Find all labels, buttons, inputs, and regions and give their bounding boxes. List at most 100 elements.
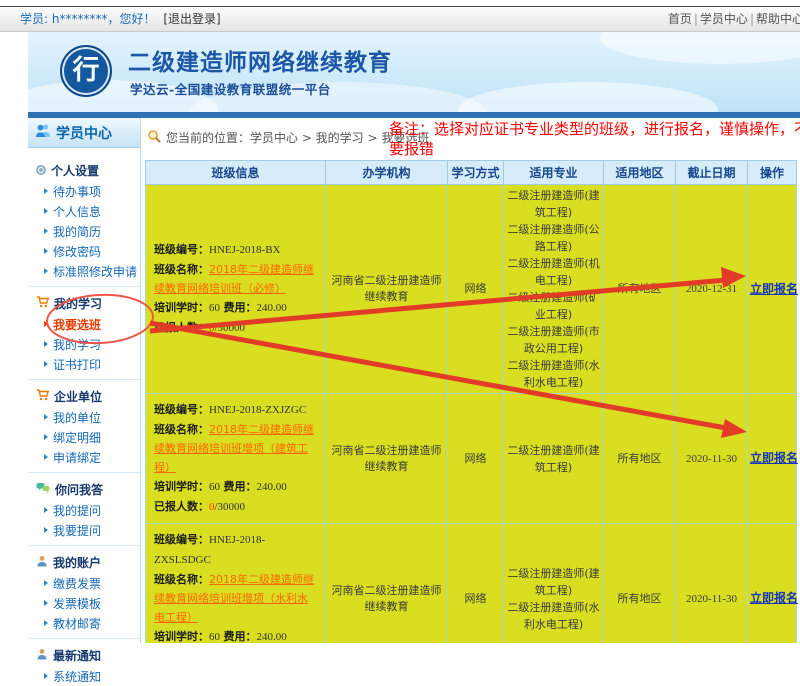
red-note: 备注：选择对应证书专业类型的班级，进行报名，谨慎操作，不要报错 (389, 120, 800, 158)
major-item: 二级注册建造师(矿业工程) (507, 291, 600, 321)
item-label: 我要提问 (53, 523, 102, 538)
site-subtitle: 学达云-全国建设教育联盟统一平台 (130, 82, 331, 97)
major-item: 二级注册建造师(建筑工程) (507, 443, 600, 474)
col-applicable-major: 适用专业 (503, 160, 604, 185)
nav-student-center-link[interactable]: 学员中心 (699, 12, 748, 26)
sidebar: 学员中心 个人设置 待办事项 个人信息 我的简历 修改密码 标准照修改申请 我的… (28, 118, 141, 684)
breadcrumb-text: 您当前的位置：学员中心 > 我的学习 > 我要选班 (166, 131, 430, 145)
sidebar-item-my-company[interactable]: 我的单位 (28, 407, 140, 427)
nav-home-link[interactable]: 首页 (667, 12, 692, 26)
class-info-cell: 班级编号：HNEJ-2018-ZXSLSDGC 班级名称：2018年二级建造师继… (145, 523, 326, 643)
study-mode-cell: 网络 (447, 523, 504, 643)
apply-now-link[interactable]: 立即报名 (750, 591, 799, 605)
arrow-bullet-icon (44, 507, 48, 513)
class-name-label: 班级名称： (154, 423, 209, 436)
region-cell: 所有地区 (603, 184, 676, 394)
item-label: 我的提问 (53, 503, 102, 518)
arrow-bullet-icon (44, 580, 48, 586)
item-label: 发票模板 (53, 596, 102, 611)
item-label: 证书打印 (53, 357, 102, 372)
section-my-learning: 我的学习 我要选班 我的学习 证书打印 (28, 286, 140, 374)
sidebar-item-photo-change-request[interactable]: 标准照修改申请 (28, 261, 140, 281)
sidebar-item-payment-invoice[interactable]: 缴费发票 (28, 573, 140, 593)
major-item: 二级注册建造师(市政公用工程) (507, 325, 600, 355)
major-item: 二级注册建造师(机电工程) (507, 257, 600, 287)
item-label: 教材邮寄 (53, 616, 102, 631)
apply-now-link[interactable]: 立即报名 (750, 451, 799, 465)
class-table: 班级信息 办学机构 学习方式 适用专业 适用地区 截止日期 操作 班级编号：HN… (145, 160, 799, 643)
sidebar-item-change-password[interactable]: 修改密码 (28, 241, 140, 261)
arrow-bullet-icon (44, 673, 48, 679)
fee-value: 240.00 (256, 302, 287, 314)
sidebar-item-personal-info[interactable]: 个人信息 (28, 201, 140, 221)
nav-help-link[interactable]: 帮助中心 (755, 12, 800, 26)
user-group-icon (35, 123, 51, 142)
sidebar-header: 学员中心 (28, 118, 140, 148)
top-nav: 首页 | 学员中心 | 帮助中心 (668, 7, 800, 31)
sidebar-item-choose-class[interactable]: 我要选班 (28, 314, 140, 334)
col-applicable-region: 适用地区 (603, 160, 676, 185)
arrow-bullet-icon (44, 341, 48, 347)
fee-label: 费用： (223, 630, 257, 643)
action-cell: 立即报名 (747, 523, 799, 643)
item-label: 系统通知 (53, 669, 102, 684)
item-label: 个人信息 (53, 204, 102, 219)
fee-label: 费用： (223, 301, 257, 314)
arrow-bullet-icon (44, 208, 48, 214)
username: h******** (51, 12, 108, 26)
col-study-mode: 学习方式 (447, 160, 504, 185)
enrolled-total: /30000 (214, 322, 246, 334)
user-prefix: 学员: (20, 12, 49, 26)
apply-now-link[interactable]: 立即报名 (750, 281, 799, 296)
arrow-bullet-icon (44, 454, 48, 460)
hours-value: 60 (209, 302, 220, 314)
enrolled-total: /30000 (214, 501, 246, 513)
action-cell: 立即报名 (747, 184, 799, 394)
logout-link[interactable]: [退出登录] (163, 12, 221, 26)
section-label: 最新通知 (53, 648, 102, 663)
enrolled-label: 已报人数： (154, 321, 209, 334)
item-label: 我要选班 (53, 317, 102, 332)
sidebar-item-todo[interactable]: 待办事项 (28, 181, 140, 201)
header-divider-bar (28, 112, 800, 118)
sidebar-item-system-notice[interactable]: 系统通知 (28, 666, 140, 686)
hours-label: 培训学时： (154, 301, 209, 314)
table-row: 班级编号：HNEJ-2018-BX 班级名称：2018年二级建造师继续教育网络培… (145, 184, 799, 394)
sidebar-item-certificate-print[interactable]: 证书打印 (28, 354, 140, 374)
arrow-bullet-icon (44, 248, 48, 254)
target-icon (36, 165, 46, 175)
sidebar-item-apply-binding[interactable]: 申请绑定 (28, 447, 140, 467)
item-label: 我的单位 (53, 410, 102, 425)
class-no-label: 班级编号： (154, 403, 209, 416)
sidebar-item-textbook-mailing[interactable]: 教材邮寄 (28, 613, 140, 633)
user-icon (36, 555, 48, 570)
site-header: 行 二级建造师网络继续教育 学达云-全国建设教育联盟统一平台 (28, 32, 800, 112)
sidebar-item-resume[interactable]: 我的简历 (28, 221, 140, 241)
sidebar-item-my-learning[interactable]: 我的学习 (28, 334, 140, 354)
sidebar-item-invoice-template[interactable]: 发票模板 (28, 593, 140, 613)
major-item: 二级注册建造师(水利水电工程) (507, 600, 600, 631)
action-cell: 立即报名 (747, 393, 799, 524)
enrolled-label: 已报人数： (154, 500, 209, 513)
sidebar-item-my-questions[interactable]: 我的提问 (28, 500, 140, 520)
majors-cell: 二级注册建造师(建筑工程) (503, 393, 604, 524)
sidebar-item-ask-question[interactable]: 我要提问 (28, 520, 140, 540)
arrow-bullet-icon (44, 414, 48, 420)
table-row: 班级编号：HNEJ-2018-ZXJZGC 班级名称：2018年二级建造师继续教… (145, 393, 799, 524)
arrow-bullet-icon (44, 434, 48, 440)
top-divider (0, 6, 800, 7)
section-label: 企业单位 (54, 389, 103, 404)
study-mode-cell: 网络 (447, 393, 504, 524)
class-name-link[interactable]: 2018年二级建造师继续教育网络培训班增项（水利水电工程） (154, 573, 314, 624)
user-icon (36, 648, 48, 663)
arrow-bullet-icon (44, 321, 48, 327)
class-no-value: HNEJ-2018-BX (209, 244, 281, 256)
sidebar-item-binding-detail[interactable]: 绑定明细 (28, 427, 140, 447)
col-deadline: 截止日期 (675, 160, 748, 185)
fee-label: 费用： (223, 480, 257, 493)
table-header-row: 班级信息 办学机构 学习方式 适用专业 适用地区 截止日期 操作 (145, 160, 797, 185)
site-title: 二级建造师网络继续教育 (128, 50, 392, 76)
arrow-bullet-icon (44, 527, 48, 533)
region-cell: 所有地区 (603, 523, 676, 643)
majors-cell: 二级注册建造师(建筑工程) 二级注册建造师(水利水电工程) (503, 523, 604, 643)
